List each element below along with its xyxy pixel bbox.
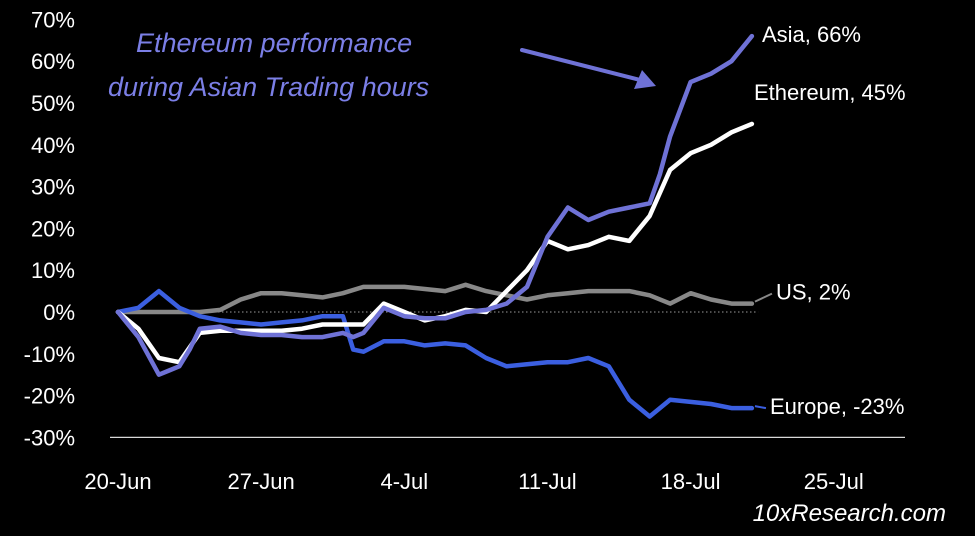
series-labels: US, 2% Europe, -23% Ethereum, 45% Asia, 66%	[754, 22, 906, 419]
y-tick-label: 70%	[31, 7, 75, 32]
series-label-ethereum: Ethereum, 45%	[754, 80, 906, 105]
watermark: 10xResearch.com	[753, 500, 946, 527]
y-tick-label: 0%	[43, 300, 75, 325]
y-axis-tick-labels: 70% 60% 50% 40% 30% 20% 10% 0% -10% -20% -30%	[24, 7, 75, 450]
series-label-us: US, 2%	[776, 280, 851, 305]
series-line-europe	[115, 288, 755, 419]
annotation-arrow	[520, 48, 642, 82]
series-leader-us	[754, 292, 773, 303]
annotation-line-2: during Asian Trading hours	[108, 72, 429, 102]
x-tick-label: 4-Jul	[380, 469, 428, 494]
y-tick-label: 40%	[31, 133, 75, 158]
x-tick-label: 18-Jul	[661, 469, 721, 494]
x-axis-tick-labels: 20-Jun 27-Jun 4-Jul 11-Jul 18-Jul 25-Jul	[84, 469, 863, 494]
series-label-asia: Asia, 66%	[762, 22, 861, 47]
y-tick-label: 50%	[31, 91, 75, 116]
y-tick-label: 60%	[31, 49, 75, 74]
series-line-us	[115, 282, 755, 315]
series-line-asia	[115, 33, 755, 377]
x-tick-label: 11-Jul	[518, 469, 576, 494]
annotation: Ethereum performance during Asian Tradin…	[108, 28, 429, 102]
annotation-arrow-head	[634, 70, 656, 89]
y-tick-label: -30%	[24, 425, 75, 450]
series-leader-europe	[754, 405, 767, 410]
series-label-europe: Europe, -23%	[770, 394, 905, 419]
y-tick-label: -20%	[24, 384, 75, 409]
x-tick-label: 20-Jun	[84, 469, 151, 494]
y-tick-label: 20%	[31, 216, 75, 241]
y-tick-label: -10%	[24, 342, 75, 367]
y-tick-label: 30%	[31, 175, 75, 200]
x-tick-label: 25-Jul	[804, 469, 864, 494]
annotation-line-1: Ethereum performance	[136, 28, 412, 58]
y-tick-label: 10%	[31, 258, 75, 283]
series-lines	[115, 33, 755, 419]
x-tick-label: 27-Jun	[228, 469, 295, 494]
